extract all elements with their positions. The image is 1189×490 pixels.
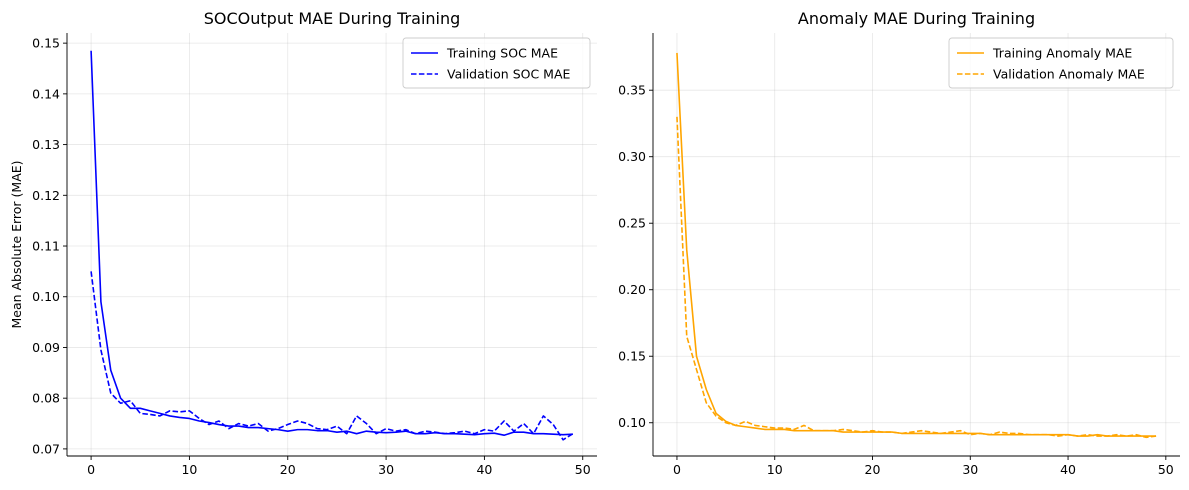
- x-tick-label: 0: [673, 462, 681, 477]
- legend-box: [948, 37, 1174, 89]
- x-tick-label: 50: [575, 462, 591, 477]
- x-tick-label: 0: [87, 462, 95, 477]
- y-tick-label: 0.25: [618, 216, 646, 231]
- series-line-validation-soc-mae: [90, 271, 574, 441]
- x-tick-label: 40: [1060, 462, 1076, 477]
- y-tick-label: 0.10: [618, 415, 646, 430]
- legend-entry: Validation SOC MAE: [447, 67, 571, 82]
- chart-title: Anomaly MAE During Training: [798, 9, 1035, 28]
- series-line-training-anomaly-mae: [676, 52, 1157, 437]
- x-tick-label: 40: [476, 462, 492, 477]
- y-tick-label: 0.09: [32, 340, 60, 355]
- y-tick-label: 0.14: [32, 86, 60, 101]
- legend: Training Anomaly MAE Validation Anomaly M…: [948, 37, 1174, 89]
- legend-box: [402, 37, 591, 89]
- chart-panel-2: 0 10 20 30 40 50 0.10 0.15 0.20 0.25 0.30 0.35 Anoma…: [618, 9, 1180, 477]
- y-tick-label: 0.15: [618, 349, 646, 364]
- y-tick-label: 0.15: [32, 36, 60, 51]
- legend: Training SOC MAE Validation SOC MAE: [402, 37, 591, 89]
- y-tick-label: 0.07: [32, 441, 60, 456]
- x-tick-label: 20: [865, 462, 881, 477]
- y-tick-label: 0.10: [32, 289, 60, 304]
- y-tick-label: 0.08: [32, 391, 60, 406]
- x-tick-label: 50: [1158, 462, 1174, 477]
- x-tick-label: 20: [280, 462, 296, 477]
- series-line-training-soc-mae: [90, 50, 573, 437]
- y-tick-label: 0.12: [32, 188, 60, 203]
- legend-entry: Training SOC MAE: [446, 46, 558, 61]
- x-tick-label: 30: [378, 462, 394, 477]
- series-line-validation-anomaly-mae: [676, 116, 1157, 439]
- chart-panel-1: 0 10 20 30 40 50 0.07 0.08 0.09 0.10 0.11 0.12 0.13 0…: [9, 9, 597, 477]
- legend-entry: Training Anomaly MAE: [992, 46, 1132, 61]
- x-tick-label: 10: [767, 462, 783, 477]
- y-tick-label: 0.11: [32, 239, 60, 254]
- y-tick-label: 0.35: [618, 83, 646, 98]
- y-axis-label: Mean Absolute Error (MAE): [9, 160, 24, 328]
- legend-entry: Validation Anomaly MAE: [993, 67, 1145, 82]
- x-tick-label: 30: [962, 462, 978, 477]
- x-tick-label: 10: [181, 462, 197, 477]
- y-tick-label: 0.30: [618, 149, 646, 164]
- y-tick-label: 0.20: [618, 282, 646, 297]
- y-tick-label: 0.13: [32, 137, 60, 152]
- chart-title: SOCOutput MAE During Training: [204, 9, 461, 28]
